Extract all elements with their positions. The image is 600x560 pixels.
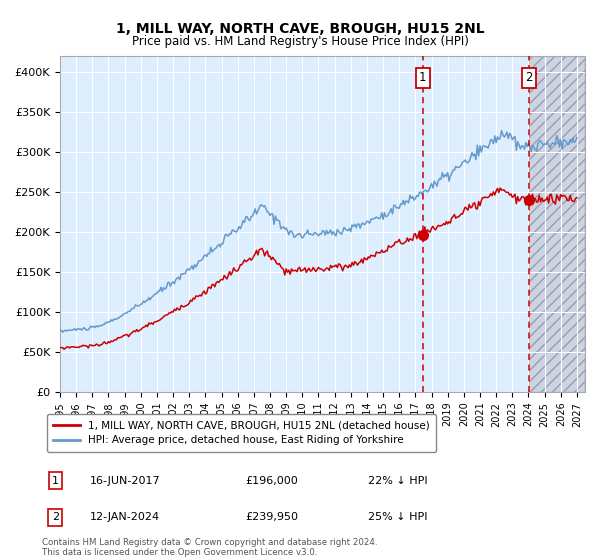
Text: £196,000: £196,000 bbox=[245, 476, 298, 486]
Text: 2: 2 bbox=[526, 71, 533, 85]
Text: 25% ↓ HPI: 25% ↓ HPI bbox=[368, 512, 427, 522]
Text: 1: 1 bbox=[419, 71, 427, 85]
Text: 22% ↓ HPI: 22% ↓ HPI bbox=[368, 476, 427, 486]
Text: 16-JUN-2017: 16-JUN-2017 bbox=[90, 476, 161, 486]
Legend: 1, MILL WAY, NORTH CAVE, BROUGH, HU15 2NL (detached house), HPI: Average price, : 1, MILL WAY, NORTH CAVE, BROUGH, HU15 2N… bbox=[47, 414, 436, 452]
Bar bbox=[529, 56, 585, 392]
Text: Price paid vs. HM Land Registry's House Price Index (HPI): Price paid vs. HM Land Registry's House … bbox=[131, 35, 469, 48]
Text: 1, MILL WAY, NORTH CAVE, BROUGH, HU15 2NL: 1, MILL WAY, NORTH CAVE, BROUGH, HU15 2N… bbox=[116, 22, 484, 36]
Bar bbox=[529, 56, 585, 392]
Text: 12-JAN-2024: 12-JAN-2024 bbox=[90, 512, 160, 522]
Text: 1: 1 bbox=[52, 476, 59, 486]
Text: Contains HM Land Registry data © Crown copyright and database right 2024.
This d: Contains HM Land Registry data © Crown c… bbox=[42, 538, 377, 557]
Text: 2: 2 bbox=[52, 512, 59, 522]
Text: £239,950: £239,950 bbox=[245, 512, 298, 522]
